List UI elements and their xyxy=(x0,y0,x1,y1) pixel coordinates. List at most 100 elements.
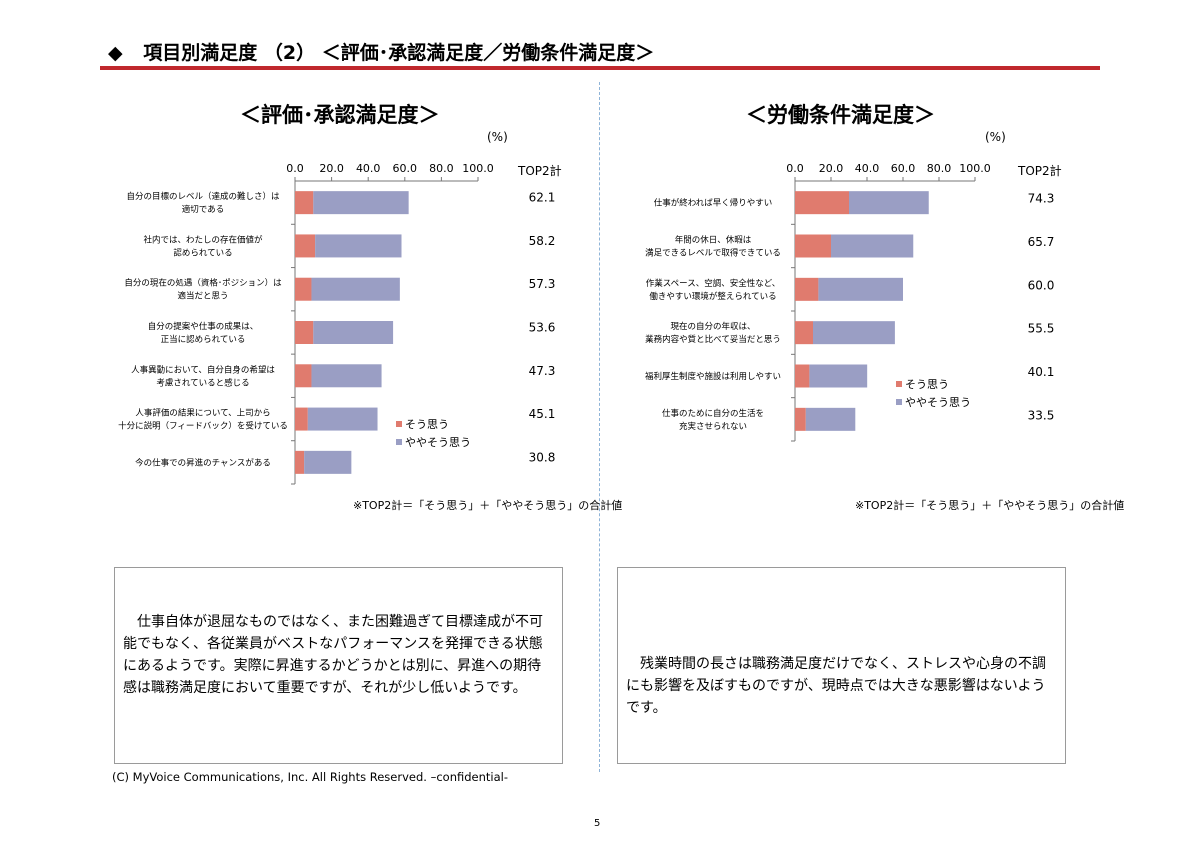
category-label: 現在の自分の年収は、業務内容や質と比べて妥当だと思う xyxy=(645,321,781,345)
page-header: ◆ 項目別満足度 （2） ＜評価･承認満足度／労働条件満足度＞ xyxy=(108,38,654,65)
bar-sou-omou xyxy=(795,364,810,388)
bar-yaya-sou-omou xyxy=(818,277,903,301)
category-label-line: 適切である xyxy=(182,204,224,215)
chart-title-left: ＜評価･承認満足度＞ xyxy=(240,103,440,127)
category-label-line: 認められている xyxy=(173,247,232,258)
category-label-line: 仕事のために自分の生活を xyxy=(662,408,764,419)
bar-yaya-sou-omou xyxy=(311,364,382,388)
unit-label-right: (%) xyxy=(985,130,1006,144)
bar-yaya-sou-omou xyxy=(805,407,856,431)
bar-yaya-sou-omou xyxy=(831,234,914,258)
top2-value: 60.0 xyxy=(1028,278,1055,292)
comment-box-left xyxy=(114,567,563,764)
top2-value: 62.1 xyxy=(529,191,556,205)
top2-value: 58.2 xyxy=(529,234,556,248)
bar-yaya-sou-omou xyxy=(304,450,352,474)
bar-sou-omou xyxy=(295,407,308,431)
category-label-line: 適当だと思う xyxy=(177,291,228,302)
bar-sou-omou xyxy=(295,450,305,474)
category-label-line: 自分の提案や仕事の成果は、 xyxy=(148,321,259,332)
category-label: 仕事のために自分の生活を充実させられない xyxy=(662,408,764,432)
legend-swatch xyxy=(896,381,902,387)
category-label: 自分の現在の処遇（資格･ポジション）は適当だと思う xyxy=(124,278,282,302)
category-label: 自分の目標のレベル（達成の難しさ）は適切である xyxy=(126,191,280,215)
tick-label: 20.0 xyxy=(319,162,344,175)
bar-sou-omou xyxy=(295,364,312,388)
category-label: 福利厚生制度や施設は利用しやすい xyxy=(645,371,781,382)
category-label-line: 社内では、わたしの存在価値が xyxy=(143,234,263,245)
category-label: 社内では、わたしの存在価値が認められている xyxy=(143,234,263,258)
chart-right: 0.0 20.0 40.0 60.0 80.0 100.0 仕事が終われば早く帰りやすい 74… xyxy=(645,162,1054,442)
unit-label-left: (%) xyxy=(487,130,508,144)
legend-swatch xyxy=(896,399,902,405)
category-label-line: 年間の休日、休暇は xyxy=(675,235,752,246)
bar-sou-omou xyxy=(295,191,314,215)
category-label-line: 人事異動において、自分自身の希望は xyxy=(131,364,275,375)
top2-value: 74.3 xyxy=(1028,192,1055,206)
top2-value: 45.1 xyxy=(529,407,556,421)
tick-label: 100.0 xyxy=(959,162,991,175)
header-rule xyxy=(100,66,1100,70)
category-label: 自分の提案や仕事の成果は、正当に認められている xyxy=(148,321,259,345)
tick-label: 80.0 xyxy=(927,162,952,175)
category-label-line: 考慮されていると感じる xyxy=(156,377,249,388)
category-label-line: 充実させられない xyxy=(679,421,747,432)
legend-swatch xyxy=(396,421,402,427)
bar-yaya-sou-omou xyxy=(311,277,400,301)
category-label: 人事評価の結果について、上司から十分に説明（フィードバック）を受けている xyxy=(118,408,288,432)
top2-value: 53.6 xyxy=(529,321,556,335)
bar-yaya-sou-omou xyxy=(313,321,394,344)
bar-sou-omou xyxy=(295,277,312,301)
legend-label: ややそう思う xyxy=(905,396,971,409)
tick-label: 0.0 xyxy=(286,162,304,175)
tick-label: 60.0 xyxy=(891,162,916,175)
tick-label: 40.0 xyxy=(855,162,880,175)
category-label-line: 今の仕事での昇進のチャンスがある xyxy=(135,457,271,468)
page-number: 5 xyxy=(594,818,601,829)
legend-label: そう思う xyxy=(905,378,949,391)
category-label-line: 自分の現在の処遇（資格･ポジション）は xyxy=(124,278,282,289)
top2-value: 40.1 xyxy=(1028,365,1055,379)
category-label-line: 満足できるレベルで取得できている xyxy=(645,248,781,259)
tick-label: 100.0 xyxy=(462,162,494,175)
diamond-bullet-icon: ◆ xyxy=(108,42,123,64)
bar-yaya-sou-omou xyxy=(313,191,409,215)
comment-text-left: 仕事自体が退屈なものではなく、また困難過ぎて目標達成が不可能でもなく、各従業員が… xyxy=(123,614,543,696)
chart-left: 0.0 20.0 40.0 60.0 80.0 100.0 自分の目標のレベル（達成の難しさ… xyxy=(118,162,556,485)
category-label-line: 自分の目標のレベル（達成の難しさ）は xyxy=(126,191,280,202)
top2-value: 47.3 xyxy=(529,364,556,378)
bar-sou-omou xyxy=(795,407,806,431)
bar-sou-omou xyxy=(295,321,314,344)
copyright: (C) MyVoice Communications, Inc. All Rig… xyxy=(112,770,508,784)
bar-yaya-sou-omou xyxy=(307,407,378,431)
bar-sou-omou xyxy=(795,321,813,345)
tick-label: 40.0 xyxy=(356,162,381,175)
legend-label: そう思う xyxy=(405,418,449,431)
page-title: 項目別満足度 （2） ＜評価･承認満足度／労働条件満足度＞ xyxy=(143,42,655,64)
top2-value: 33.5 xyxy=(1028,408,1055,422)
bar-sou-omou xyxy=(795,234,831,258)
bar-sou-omou xyxy=(795,191,849,215)
tick-label: 60.0 xyxy=(393,162,418,175)
category-label-line: 福利厚生制度や施設は利用しやすい xyxy=(645,371,781,382)
top2-header-right: TOP2計 xyxy=(1018,164,1062,178)
category-label-line: 作業スペース、空調、安全性など、 xyxy=(646,278,781,289)
category-label-line: 業務内容や質と比べて妥当だと思う xyxy=(645,334,781,345)
note-left: ※TOP2計＝「そう思う」＋「ややそう思う」の合計値 xyxy=(353,499,623,512)
category-label: 年間の休日、休暇は満足できるレベルで取得できている xyxy=(645,235,781,259)
category-label-line: 正当に認められている xyxy=(161,334,246,345)
tick-label: 80.0 xyxy=(429,162,454,175)
comment-text-right: 残業時間の長さは職務満足度だけでなく、ストレスや心身の不調にも影響を及ぼすもので… xyxy=(626,656,1046,716)
bar-yaya-sou-omou xyxy=(809,364,868,388)
bar-sou-omou xyxy=(795,277,819,301)
bar-sou-omou xyxy=(295,234,316,258)
chart-title-right: ＜労働条件満足度＞ xyxy=(746,103,935,127)
tick-label: 0.0 xyxy=(786,162,804,175)
comment-box-right xyxy=(617,567,1066,764)
bar-yaya-sou-omou xyxy=(849,191,929,215)
category-label: 作業スペース、空調、安全性など、働きやすい環境が整えられている xyxy=(646,278,781,302)
legend-swatch xyxy=(396,439,402,445)
column-divider xyxy=(599,82,600,772)
legend-label: ややそう思う xyxy=(405,436,471,449)
top2-value: 30.8 xyxy=(529,450,556,464)
